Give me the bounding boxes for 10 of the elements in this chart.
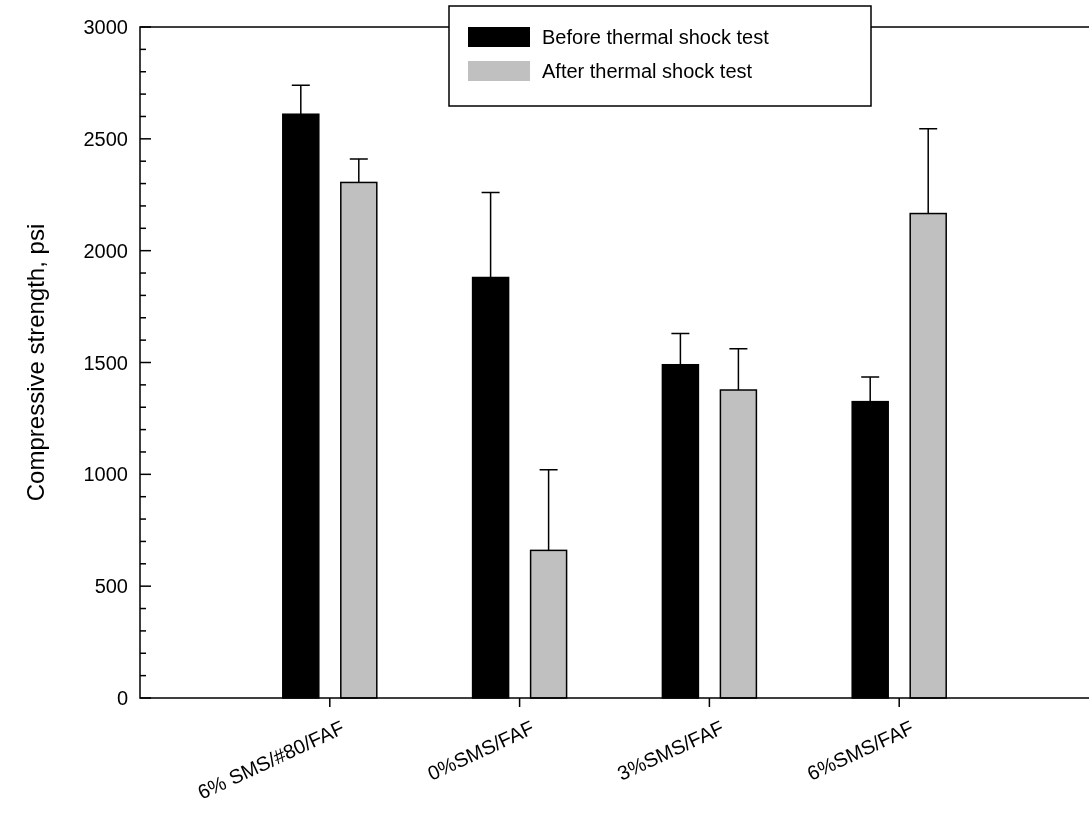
y-tick-label: 1500	[83, 351, 128, 374]
legend-label: Before thermal shock test	[542, 26, 770, 48]
y-axis-title: Compressive strength, psi	[22, 223, 49, 502]
y-tick-label: 2000	[83, 239, 128, 262]
y-tick-label: 1000	[83, 463, 128, 486]
y-tick-label: 0	[116, 687, 128, 709]
y-tick-label: 3000	[83, 16, 128, 38]
legend-label: After thermal shock test	[542, 60, 753, 82]
y-tick-label: 2500	[83, 127, 128, 150]
y-tick-label: 500	[94, 575, 128, 598]
